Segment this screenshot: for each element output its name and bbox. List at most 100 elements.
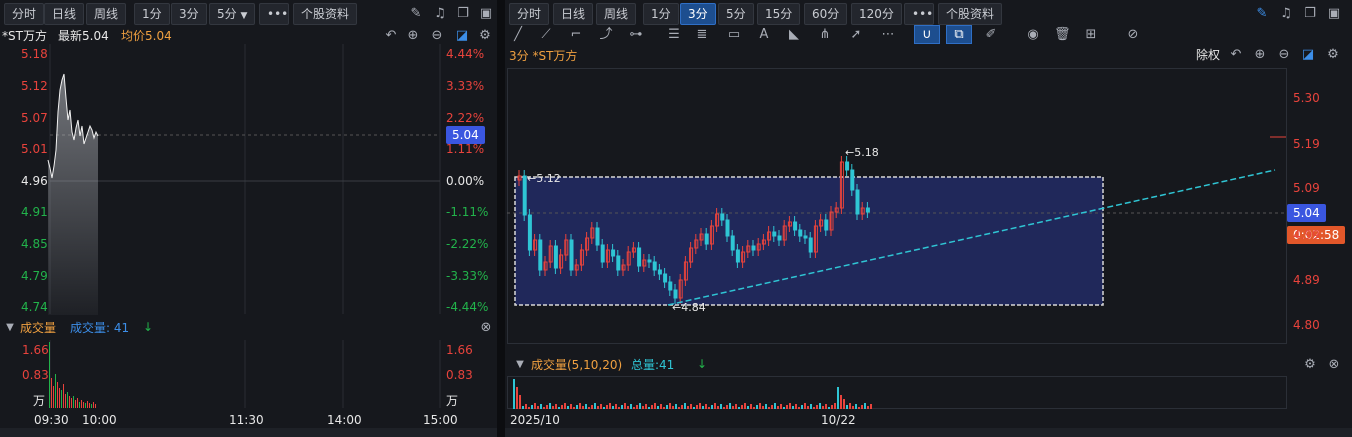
- r-bell-icon[interactable]: ♫: [1280, 6, 1292, 21]
- price-tick: 5.12: [21, 79, 48, 93]
- r-zoom-in-icon[interactable]: ⊕: [1254, 47, 1266, 62]
- r-layout-icon[interactable]: ◪: [1301, 47, 1315, 62]
- arrow-tool-icon[interactable]: ➚: [850, 27, 862, 42]
- r-volume-bar: [741, 405, 743, 409]
- r-more-button[interactable]: •••: [904, 3, 934, 25]
- candle-body: [746, 245, 751, 253]
- r-volume-bar: [723, 407, 725, 409]
- zoom-out-icon[interactable]: ⊖: [431, 28, 443, 43]
- layout-icon[interactable]: ◪: [455, 28, 469, 43]
- r-volume-bar: [537, 406, 539, 409]
- polyline-tool-icon[interactable]: ⤴: [599, 27, 613, 42]
- eye-icon[interactable]: ◉: [1027, 27, 1039, 42]
- more-tools-icon[interactable]: ⋯: [881, 27, 895, 42]
- ruler-icon[interactable]: ⊘: [1127, 27, 1139, 42]
- r-settings-icon[interactable]: ⚙: [1327, 47, 1339, 62]
- r-volume-bar: [771, 405, 773, 409]
- volume-frame: [507, 376, 1287, 409]
- tab-weekly[interactable]: 周线: [86, 3, 127, 25]
- channel-tool-icon[interactable]: ☰: [668, 27, 680, 42]
- r-volume-title: 成交量(5,10,20): [531, 358, 623, 372]
- latest-price: 最新5.04: [58, 29, 109, 43]
- text-tool-icon[interactable]: A: [759, 27, 769, 42]
- undo-icon[interactable]: ↶: [385, 28, 397, 43]
- r-tab-15min[interactable]: 15分: [757, 3, 801, 25]
- r-volume-bar: [837, 387, 839, 409]
- ray-tool-icon[interactable]: ⟋: [541, 27, 551, 42]
- percent-tick: 2.22%: [446, 111, 485, 125]
- brush-icon[interactable]: ✐: [985, 27, 997, 42]
- settings-icon[interactable]: ⚙: [479, 28, 491, 43]
- tab-1min[interactable]: 1分: [134, 3, 170, 25]
- r-tab-120min[interactable]: 120分: [851, 3, 902, 25]
- stock-profile-button[interactable]: 个股资料: [293, 3, 358, 25]
- r-undo-icon[interactable]: ↶: [1230, 47, 1242, 62]
- r-close-icon[interactable]: ▣: [1327, 6, 1341, 21]
- r-volume-bar: [816, 405, 818, 409]
- r-tab-5min[interactable]: 5分: [718, 3, 754, 25]
- fibonacci-tool-icon[interactable]: ≣: [696, 27, 708, 42]
- tab-intraday[interactable]: 分时: [4, 3, 45, 25]
- r-volume-bar: [567, 406, 569, 409]
- fan-tool-icon[interactable]: ◣: [789, 27, 799, 42]
- tab-5min-dropdown[interactable]: 5分 ▼: [209, 3, 255, 25]
- r-tab-1min[interactable]: 1分: [643, 3, 679, 25]
- date-label-mid: 10/22: [821, 413, 856, 427]
- r-volume-bar: [729, 403, 731, 409]
- bell-icon[interactable]: ♫: [434, 6, 446, 21]
- adjust-button[interactable]: 除权: [1196, 48, 1221, 62]
- r-volume-bar: [681, 405, 683, 409]
- window-icon[interactable]: ❐: [457, 6, 469, 21]
- r-volume-bar: [597, 406, 599, 409]
- r-volume-settings-icon[interactable]: ⚙: [1304, 357, 1316, 372]
- r-volume-bar: [708, 407, 710, 409]
- r-tab-3min[interactable]: 3分: [680, 3, 716, 25]
- trash-icon[interactable]: 🗑: [1054, 27, 1071, 42]
- rect-tool-icon[interactable]: ▭: [727, 27, 741, 42]
- r-volume-bar: [786, 405, 788, 409]
- r-pencil-icon[interactable]: ✎: [1256, 6, 1268, 21]
- kline-chart[interactable]: ←5.12 ←5.18 ←4.84: [507, 68, 1352, 348]
- intraday-volume-chart: [49, 340, 441, 408]
- line-tool-icon[interactable]: ╱: [514, 27, 522, 42]
- r-collapse-icon[interactable]: ▼: [516, 359, 524, 370]
- r-volume-bar: [531, 405, 533, 409]
- price-tick: 5.18: [21, 47, 48, 61]
- gann-tool-icon[interactable]: ⋔: [819, 27, 831, 42]
- intraday-chart[interactable]: [0, 44, 495, 319]
- r-close-volume-icon[interactable]: ⊗: [1328, 357, 1340, 372]
- r-volume-bar: [588, 407, 590, 409]
- r-tab-daily[interactable]: 日线: [553, 3, 594, 25]
- candle-body: [777, 235, 782, 241]
- grid-icon[interactable]: ⊞: [1085, 27, 1097, 42]
- r-volume-bar: [618, 407, 620, 409]
- r-tab-intraday[interactable]: 分时: [509, 3, 550, 25]
- hline-tool-icon[interactable]: ⊶: [629, 27, 643, 42]
- r-volume-bar: [855, 404, 857, 409]
- zoom-in-icon[interactable]: ⊕: [407, 28, 419, 43]
- more-button[interactable]: •••: [259, 3, 289, 25]
- candle-body: [694, 239, 699, 249]
- r-zoom-out-icon[interactable]: ⊖: [1278, 47, 1290, 62]
- r-tab-weekly[interactable]: 周线: [596, 3, 637, 25]
- collapse-icon[interactable]: ▼: [6, 322, 14, 333]
- magnet-button[interactable]: ∪: [914, 25, 940, 44]
- r-volume-bar: [765, 404, 767, 409]
- segment-tool-icon[interactable]: ⌐: [570, 27, 582, 42]
- pencil-icon[interactable]: ✎: [410, 6, 422, 21]
- close-icon[interactable]: ▣: [479, 6, 493, 21]
- r-volume-bar: [624, 403, 626, 409]
- candle-body: [553, 245, 558, 269]
- candle-body: [741, 251, 746, 263]
- candle-body: [533, 239, 538, 251]
- close-volume-icon[interactable]: ⊗: [480, 320, 492, 335]
- tab-daily[interactable]: 日线: [44, 3, 85, 25]
- r-volume-bar: [564, 403, 566, 409]
- panel-divider[interactable]: [497, 0, 505, 437]
- r-tab-60min[interactable]: 60分: [804, 3, 848, 25]
- tab-3min[interactable]: 3分: [171, 3, 207, 25]
- r-stock-profile-button[interactable]: 个股资料: [938, 3, 1003, 25]
- r-volume-bar: [552, 406, 554, 409]
- continuous-draw-button[interactable]: ⧉: [946, 25, 972, 44]
- r-window-icon[interactable]: ❐: [1304, 6, 1316, 21]
